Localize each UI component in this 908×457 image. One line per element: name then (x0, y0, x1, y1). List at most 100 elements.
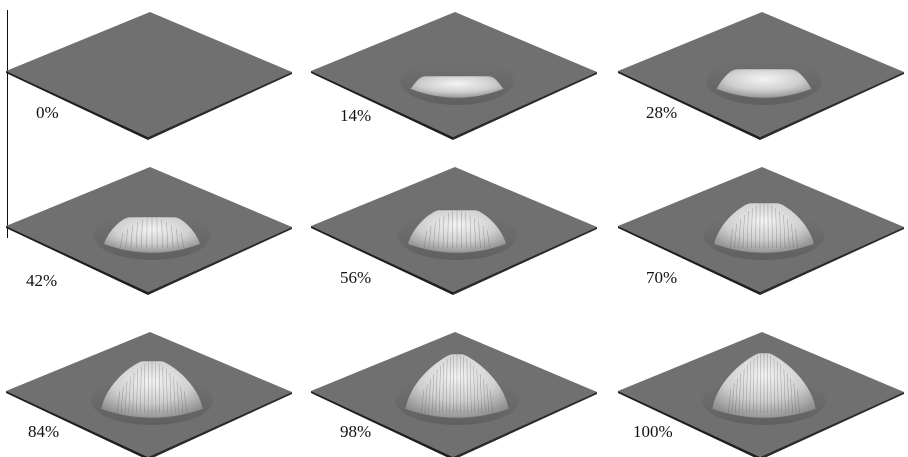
contour-line (729, 228, 733, 249)
plate-edge (311, 391, 453, 457)
panels-layer (6, 12, 904, 457)
contour-line (125, 228, 128, 249)
bump-surface (409, 75, 505, 99)
contour-line (120, 232, 124, 249)
panel-label: 0% (36, 103, 59, 122)
contour-line (779, 211, 782, 249)
contour-line (169, 372, 172, 414)
contour-line (469, 215, 472, 249)
contour-line (777, 361, 779, 414)
contour-line (731, 383, 735, 414)
contour-line (753, 358, 755, 414)
contour-line (466, 359, 468, 414)
contour-line (136, 369, 138, 414)
contour-line (446, 359, 448, 414)
contour-line (478, 222, 481, 249)
contour-line (428, 378, 431, 414)
plate-edge (6, 71, 148, 140)
bump-surface (715, 68, 813, 99)
contour-line (144, 363, 146, 414)
panel-label: 14% (340, 106, 372, 125)
plate-edge (453, 392, 597, 457)
contour-line (449, 356, 451, 414)
contour-line (140, 366, 142, 414)
contour-line (783, 368, 786, 414)
plate-edge (148, 227, 292, 295)
contour-line (158, 363, 160, 414)
contour-line (180, 232, 184, 249)
contour-line (171, 225, 174, 249)
contour-line (738, 219, 741, 249)
contour-line (773, 358, 775, 414)
contour-line (796, 389, 800, 414)
contour-line (482, 226, 486, 249)
contour-line (470, 362, 472, 414)
contour-line (421, 389, 425, 414)
contour-line (442, 362, 444, 414)
contour-line (473, 365, 476, 414)
plate-surface (6, 12, 292, 137)
contour-line (771, 205, 773, 249)
contour-line (442, 215, 445, 249)
contour-line (742, 214, 745, 249)
plate-edge (760, 392, 904, 457)
plate-edge (618, 71, 760, 140)
contour-line (476, 369, 479, 414)
deformed-plate (618, 167, 904, 295)
contour-line (746, 211, 749, 249)
contour-line (783, 214, 786, 249)
contour-line (438, 365, 441, 414)
plate-edge (760, 227, 904, 295)
contour-line (755, 205, 757, 249)
deformed-plate (618, 332, 904, 457)
panel-label: 42% (26, 271, 58, 290)
contour-line (428, 226, 432, 249)
contour-line (176, 228, 179, 249)
contour-line (734, 223, 737, 249)
contour-line (162, 366, 164, 414)
contour-line (135, 222, 138, 249)
contour-line (176, 381, 180, 414)
contour-line (751, 208, 753, 249)
plate-edge (6, 226, 148, 295)
contour-line (124, 381, 128, 414)
contour-line (435, 369, 438, 414)
plate-edge (453, 72, 597, 140)
contour-line (431, 374, 435, 414)
plate-edge (6, 391, 148, 457)
plate-edge (618, 391, 760, 457)
panel-label: 56% (340, 268, 372, 287)
panel-label: 28% (646, 103, 678, 122)
contour-line (474, 218, 476, 249)
contour-line (161, 219, 163, 249)
contour-line (790, 378, 793, 414)
contour-line (166, 222, 169, 249)
contour-line (735, 378, 738, 414)
contour-line (479, 374, 483, 414)
contour-line (132, 372, 135, 414)
contour-line (795, 228, 799, 249)
contour-line (120, 386, 124, 414)
contour-line (423, 230, 427, 249)
contour-line (166, 369, 168, 414)
plate-edge (148, 72, 292, 140)
contour-line (489, 389, 493, 414)
contour-line (465, 212, 467, 249)
contour-line (463, 356, 465, 414)
plate-edge (311, 226, 453, 295)
contour-line (173, 376, 176, 414)
contour-line (780, 364, 783, 414)
contour-line (791, 223, 794, 249)
deformed-plate (618, 12, 904, 140)
panel-label: 100% (633, 422, 673, 441)
contour-line (787, 219, 790, 249)
contour-line (486, 383, 490, 414)
deformed-plate (6, 12, 292, 140)
contour-line (141, 219, 143, 249)
contour-line (786, 373, 790, 414)
deformed-plate (311, 332, 597, 457)
contour-line (793, 383, 797, 414)
contour-line (487, 230, 491, 249)
contour-line (749, 361, 751, 414)
